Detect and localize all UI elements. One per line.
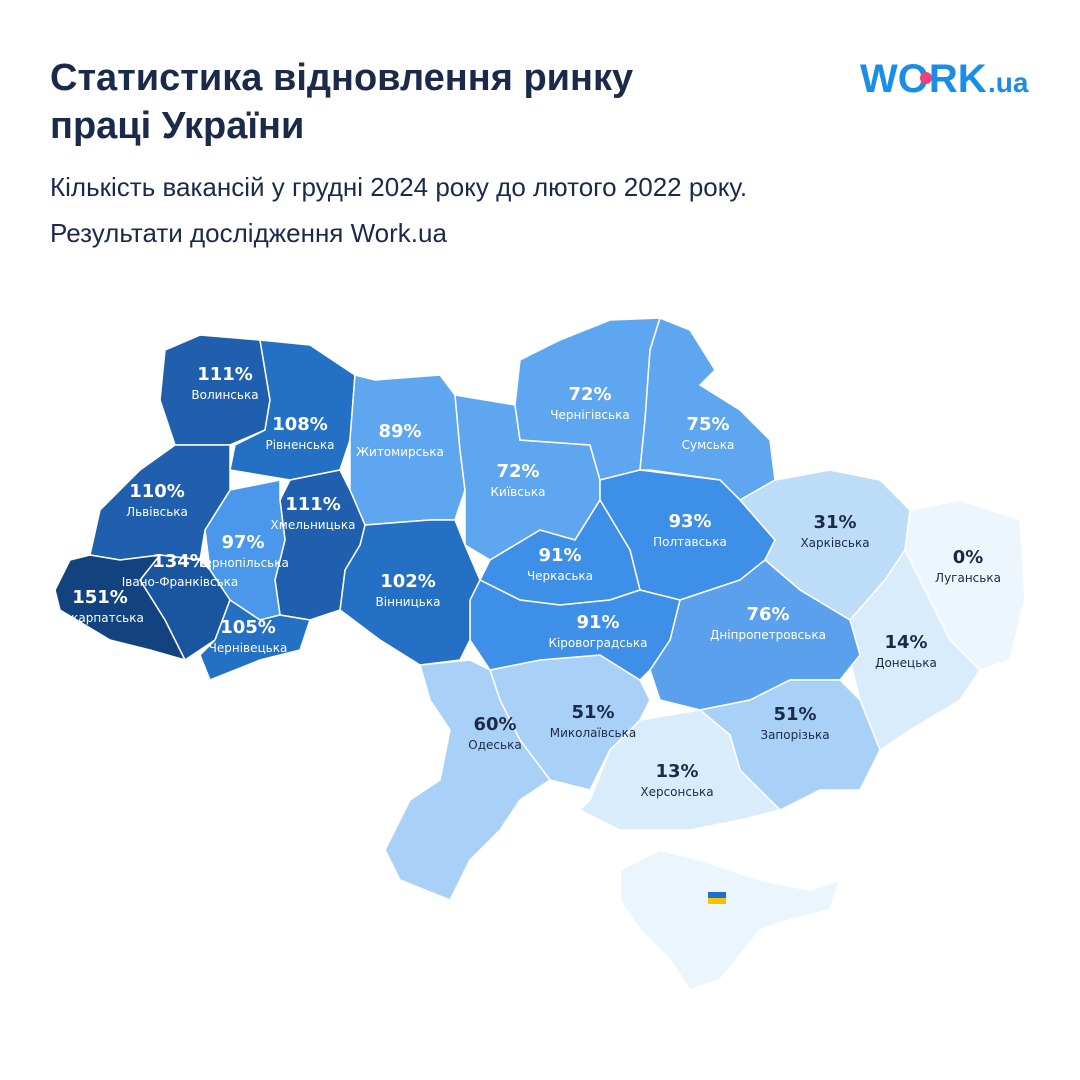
region-value: 93% (668, 511, 711, 532)
region-name: Харківська (800, 536, 869, 550)
region (54, 554, 187, 662)
flag-blue (708, 892, 726, 898)
region-name: Дніпропетровська (710, 628, 826, 642)
crimea (619, 848, 842, 992)
region-value: 75% (686, 414, 729, 435)
logo-dot (920, 72, 932, 84)
region-value: 0% (953, 547, 984, 568)
region-value: 31% (813, 512, 856, 533)
title-line: праці України (50, 105, 304, 147)
region-value: 111% (197, 364, 253, 385)
region-name: Київська (491, 485, 546, 499)
region-value: 72% (496, 461, 539, 482)
subtitle-line: Результати дослідження Work.ua (50, 218, 447, 248)
region-value: 51% (571, 702, 614, 723)
region-name: Чернігівська (550, 408, 629, 422)
region-value: 110% (129, 481, 185, 502)
region-name: Сумська (682, 438, 735, 452)
region-name: Хмельницька (271, 518, 356, 532)
logo: WORK .ua (860, 57, 1029, 101)
region-name: Запорізька (760, 728, 829, 742)
region-name: Закарпатська (56, 611, 144, 625)
logo-suffix: .ua (988, 67, 1029, 98)
region-name: Полтавська (653, 535, 727, 549)
region-value: 108% (272, 414, 328, 435)
region-name: Луганська (935, 571, 1001, 585)
flag (708, 892, 726, 904)
region-name: Тернопільська (196, 556, 289, 570)
region-name: Чернівецька (209, 641, 288, 655)
region-name: Миколаївська (550, 726, 636, 740)
region-value: 76% (746, 604, 789, 625)
region-value: 13% (655, 761, 698, 782)
region-value: 72% (568, 384, 611, 405)
regions (54, 317, 1026, 901)
region (199, 598, 311, 681)
region (349, 374, 466, 526)
region-value: 51% (773, 704, 816, 725)
title-line: Статистика відновлення ринку (50, 57, 633, 99)
region-name: Львівська (126, 505, 188, 519)
region-name: Одеська (468, 738, 521, 752)
region-value: 151% (72, 587, 128, 608)
region-value: 97% (221, 532, 264, 553)
region-value: 89% (378, 421, 421, 442)
region-value: 102% (380, 571, 436, 592)
region-value: 134% (152, 551, 208, 572)
region-name: Донецька (875, 656, 937, 670)
region-name: Херсонська (640, 785, 713, 799)
flag-yellow (708, 898, 726, 904)
region-value: 14% (884, 632, 927, 653)
region (469, 578, 681, 681)
region-name: Черкаська (527, 569, 593, 583)
region-name: Кіровоградська (548, 636, 647, 650)
labels: 111% Волинська 108% Рівненська 89% Житомирськ… (56, 364, 1001, 799)
region-name: Волинська (191, 388, 258, 402)
map: 111% Волинська 108% Рівненська 89% Житомирськ… (54, 317, 1026, 992)
region-value: 111% (285, 494, 341, 515)
region-value: 91% (576, 612, 619, 633)
region-value: 60% (473, 714, 516, 735)
region-value: 105% (220, 617, 276, 638)
region-name: Житомирська (356, 445, 444, 459)
region-name: Івано-Франківська (122, 575, 239, 589)
subtitle-line: Кількість вакансій у грудні 2024 року до… (50, 172, 747, 202)
region (384, 659, 552, 901)
region-name: Вінницька (376, 595, 441, 609)
region-name: Рівненська (266, 438, 335, 452)
region-value: 91% (538, 545, 581, 566)
